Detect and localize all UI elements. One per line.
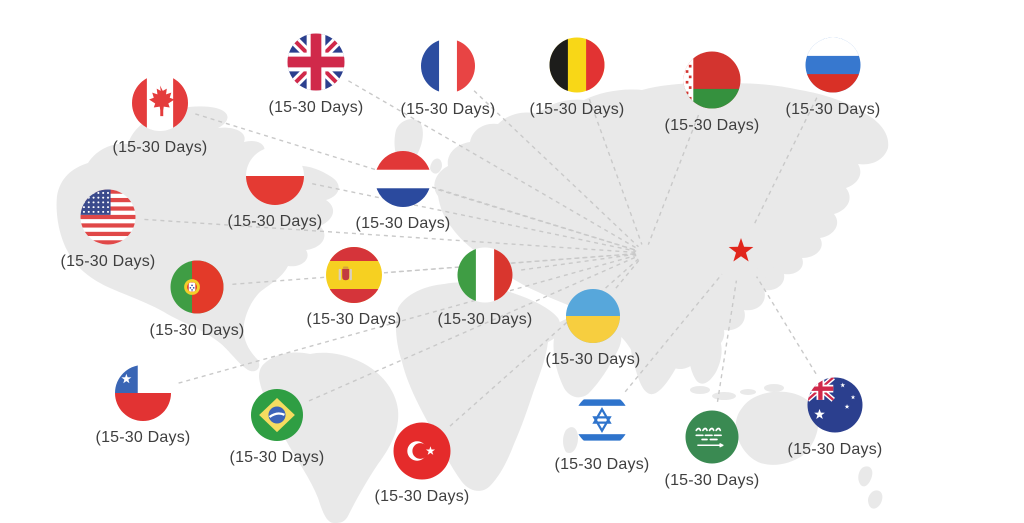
shipping-days-label: (15-30 Days) bbox=[787, 440, 883, 458]
shipping-days-label: (15-30 Days) bbox=[400, 101, 496, 118]
turkey-flag-icon bbox=[393, 422, 451, 480]
netherlands-flag-icon bbox=[375, 151, 431, 207]
route-line-france bbox=[473, 90, 639, 248]
shipping-days-label: (15-30 Days) bbox=[227, 213, 323, 230]
shipping-days-label: (15-30 Days) bbox=[529, 100, 625, 118]
belgium-flag-icon bbox=[549, 37, 605, 93]
israel-flag-icon bbox=[574, 392, 630, 448]
route-line-australia bbox=[756, 276, 817, 375]
france-flag-icon bbox=[421, 39, 475, 93]
route-line-spain bbox=[390, 253, 637, 273]
saudi-flag-icon bbox=[685, 410, 739, 464]
region-india bbox=[631, 328, 681, 395]
region-southeast-asia bbox=[688, 326, 722, 384]
shipping-days-label: (15-30 Days) bbox=[60, 252, 156, 270]
shipping-days-label: (15-30 Days) bbox=[306, 311, 402, 328]
shipping-days-label: (15-30 Days) bbox=[437, 310, 533, 328]
island-japan-south bbox=[748, 282, 763, 303]
route-line-ukraine bbox=[615, 259, 640, 289]
island-new-guinea bbox=[764, 384, 784, 392]
island-new-zealand-north bbox=[858, 466, 873, 487]
route-line-netherlands bbox=[438, 189, 637, 252]
route-line-belgium bbox=[588, 99, 643, 245]
australia-flag-icon bbox=[807, 377, 863, 433]
island-madagascar bbox=[563, 427, 578, 454]
island-new-zealand-south bbox=[868, 490, 883, 509]
island-japan bbox=[757, 229, 782, 279]
spain-flag-icon bbox=[326, 247, 382, 303]
shipping-days-label: (15-30 Days) bbox=[268, 98, 364, 116]
route-line-poland bbox=[312, 183, 637, 252]
chile-flag-icon bbox=[115, 365, 171, 421]
shipping-days-label: (15-30 Days) bbox=[554, 455, 650, 473]
route-line-usa bbox=[144, 218, 637, 254]
italy-flag-icon bbox=[457, 247, 513, 303]
shipping-routes bbox=[144, 80, 818, 427]
continent-south-america bbox=[259, 352, 399, 523]
route-line-brazil bbox=[308, 255, 638, 402]
shipping-days-label: (15-30 Days) bbox=[112, 139, 208, 156]
belarus-flag-icon bbox=[683, 51, 741, 109]
shipping-days-label: (15-30 Days) bbox=[545, 351, 641, 368]
island-indonesia-1 bbox=[690, 386, 710, 394]
shipping-days-label: (15-30 Days) bbox=[785, 100, 881, 118]
continent-australia bbox=[735, 391, 819, 465]
route-line-israel bbox=[624, 273, 723, 393]
shipping-days-label: (15-30 Days) bbox=[664, 116, 760, 134]
shipping-days-label: (15-30 Days) bbox=[229, 449, 325, 466]
shipping-days-label: (15-30 Days) bbox=[95, 429, 191, 446]
island-britain bbox=[430, 158, 442, 174]
brazil-flag-icon bbox=[251, 389, 303, 441]
shipping-days-label: (15-30 Days) bbox=[149, 321, 245, 339]
route-line-turkey bbox=[449, 258, 639, 427]
ukraine-flag-icon bbox=[566, 289, 620, 343]
shipping-days-label: (15-30 Days) bbox=[664, 471, 760, 489]
russia-flag-icon bbox=[805, 37, 861, 93]
usa-flag-icon bbox=[80, 189, 136, 245]
canada-flag-icon bbox=[132, 75, 188, 131]
island-indonesia-2 bbox=[712, 392, 736, 400]
shipping-days-label: (15-30 Days) bbox=[374, 487, 470, 505]
portugal-flag-icon bbox=[170, 260, 224, 314]
route-line-chile bbox=[178, 254, 637, 384]
poland-flag-icon bbox=[246, 147, 304, 205]
shipping-days-label: (15-30 Days) bbox=[355, 215, 451, 232]
continent-eurasia bbox=[434, 83, 889, 381]
uk-flag-icon bbox=[287, 33, 345, 91]
origin-star-icon bbox=[728, 238, 754, 262]
route-line-belarus bbox=[647, 114, 700, 245]
route-line-italy bbox=[521, 253, 637, 271]
island-indonesia-3 bbox=[740, 389, 756, 395]
